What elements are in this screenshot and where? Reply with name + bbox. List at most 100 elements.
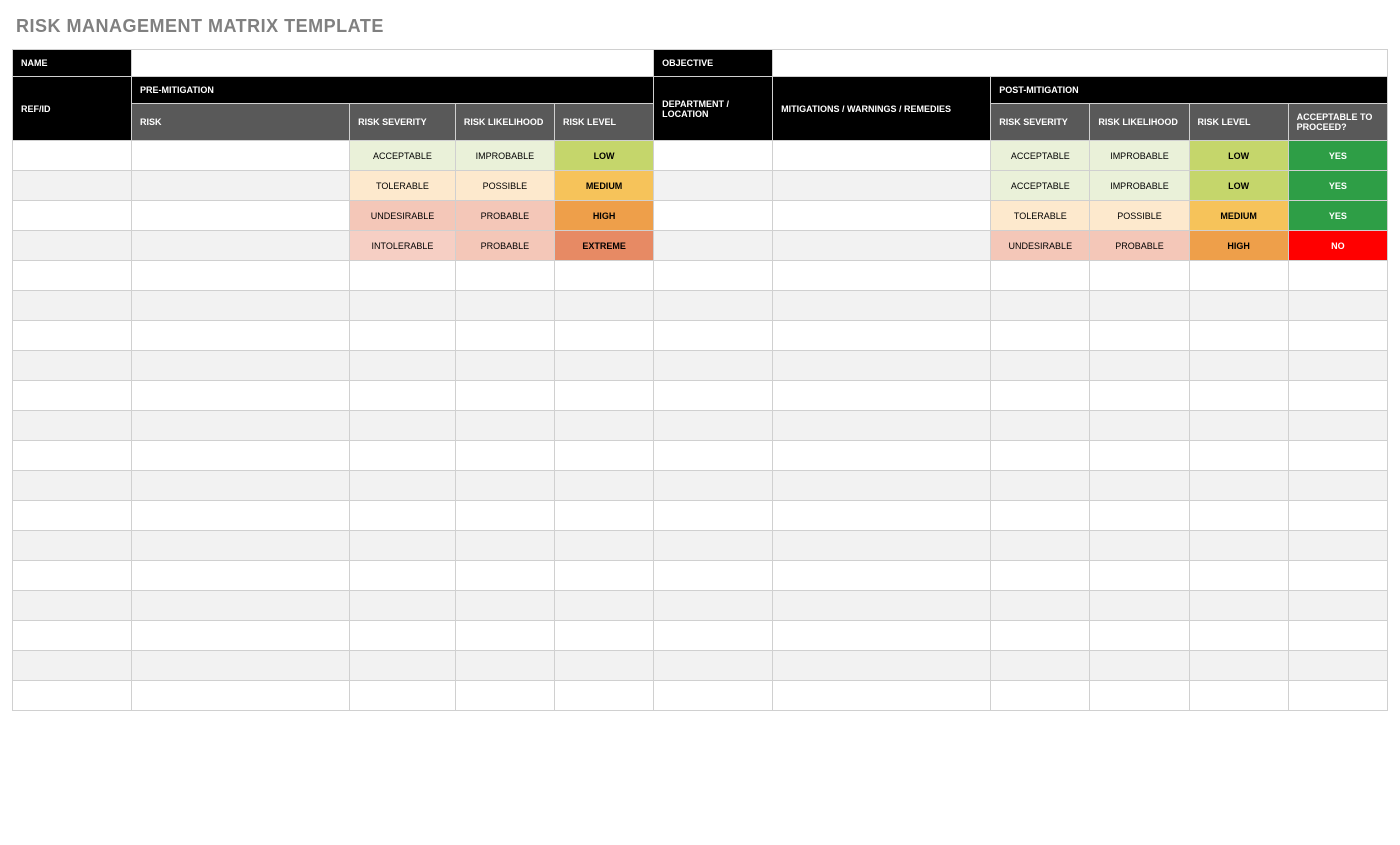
table-cell[interactable] (1189, 291, 1288, 321)
table-cell[interactable] (991, 621, 1090, 651)
table-cell[interactable] (991, 321, 1090, 351)
table-cell[interactable] (13, 231, 132, 261)
table-cell[interactable] (455, 261, 554, 291)
table-cell[interactable] (1288, 651, 1387, 681)
table-cell[interactable] (1189, 681, 1288, 711)
table-cell[interactable] (1288, 531, 1387, 561)
table-cell[interactable] (654, 531, 773, 561)
table-cell[interactable] (1288, 321, 1387, 351)
table-cell[interactable] (1288, 561, 1387, 591)
table-cell[interactable] (13, 651, 132, 681)
table-cell[interactable] (1189, 381, 1288, 411)
table-cell[interactable] (350, 651, 456, 681)
table-cell[interactable]: TOLERABLE (350, 171, 456, 201)
table-cell[interactable] (350, 291, 456, 321)
table-cell[interactable] (350, 381, 456, 411)
table-cell[interactable] (455, 351, 554, 381)
table-cell[interactable] (455, 681, 554, 711)
table-cell[interactable]: PROBABLE (455, 231, 554, 261)
table-cell[interactable] (131, 621, 349, 651)
table-cell[interactable] (555, 441, 654, 471)
table-cell[interactable] (1090, 381, 1189, 411)
table-cell[interactable] (555, 411, 654, 441)
table-cell[interactable] (654, 201, 773, 231)
table-cell[interactable] (773, 411, 991, 441)
table-cell[interactable] (455, 501, 554, 531)
table-cell[interactable] (1288, 501, 1387, 531)
name-value[interactable] (131, 50, 653, 77)
table-cell[interactable]: IMPROBABLE (1090, 171, 1189, 201)
table-cell[interactable] (13, 471, 132, 501)
table-cell[interactable] (13, 681, 132, 711)
table-cell[interactable] (773, 231, 991, 261)
table-cell[interactable] (773, 351, 991, 381)
table-cell[interactable] (991, 381, 1090, 411)
table-cell[interactable]: PROBABLE (455, 201, 554, 231)
table-cell[interactable] (131, 441, 349, 471)
table-cell[interactable] (991, 471, 1090, 501)
table-cell[interactable] (350, 441, 456, 471)
table-cell[interactable] (654, 231, 773, 261)
table-cell[interactable] (131, 501, 349, 531)
table-cell[interactable] (131, 531, 349, 561)
table-cell[interactable] (654, 681, 773, 711)
table-cell[interactable]: IMPROBABLE (1090, 141, 1189, 171)
table-cell[interactable] (1189, 591, 1288, 621)
table-cell[interactable] (773, 651, 991, 681)
table-cell[interactable] (654, 171, 773, 201)
table-cell[interactable] (555, 381, 654, 411)
table-cell[interactable] (654, 561, 773, 591)
table-cell[interactable] (991, 561, 1090, 591)
table-cell[interactable] (654, 471, 773, 501)
table-cell[interactable] (455, 441, 554, 471)
table-cell[interactable]: MEDIUM (1189, 201, 1288, 231)
table-cell[interactable] (350, 531, 456, 561)
table-cell[interactable]: YES (1288, 201, 1387, 231)
table-cell[interactable] (131, 321, 349, 351)
table-cell[interactable]: HIGH (1189, 231, 1288, 261)
table-cell[interactable] (773, 471, 991, 501)
table-cell[interactable] (455, 561, 554, 591)
table-cell[interactable] (350, 261, 456, 291)
table-cell[interactable] (555, 351, 654, 381)
table-cell[interactable] (13, 261, 132, 291)
table-cell[interactable] (1288, 351, 1387, 381)
table-cell[interactable]: ACCEPTABLE (991, 171, 1090, 201)
table-cell[interactable] (773, 501, 991, 531)
table-cell[interactable] (773, 171, 991, 201)
table-cell[interactable] (13, 381, 132, 411)
table-cell[interactable] (1090, 681, 1189, 711)
table-cell[interactable]: LOW (1189, 171, 1288, 201)
table-cell[interactable] (1189, 471, 1288, 501)
table-cell[interactable] (131, 291, 349, 321)
table-cell[interactable] (13, 411, 132, 441)
table-cell[interactable] (1288, 681, 1387, 711)
table-cell[interactable]: HIGH (555, 201, 654, 231)
table-cell[interactable] (991, 591, 1090, 621)
table-cell[interactable] (455, 531, 554, 561)
table-cell[interactable] (455, 621, 554, 651)
table-cell[interactable] (1090, 441, 1189, 471)
table-cell[interactable] (13, 201, 132, 231)
table-cell[interactable] (1090, 471, 1189, 501)
table-cell[interactable] (1288, 471, 1387, 501)
table-cell[interactable] (1090, 591, 1189, 621)
table-cell[interactable] (1288, 591, 1387, 621)
table-cell[interactable] (773, 291, 991, 321)
table-cell[interactable] (773, 141, 991, 171)
table-cell[interactable] (1189, 411, 1288, 441)
table-cell[interactable] (13, 621, 132, 651)
table-cell[interactable] (1090, 501, 1189, 531)
table-cell[interactable] (1189, 621, 1288, 651)
table-cell[interactable] (1189, 561, 1288, 591)
table-cell[interactable] (131, 381, 349, 411)
table-cell[interactable] (654, 651, 773, 681)
table-cell[interactable] (1090, 261, 1189, 291)
table-cell[interactable] (350, 411, 456, 441)
table-cell[interactable] (131, 261, 349, 291)
table-cell[interactable] (1090, 291, 1189, 321)
table-cell[interactable] (555, 621, 654, 651)
table-cell[interactable]: MEDIUM (555, 171, 654, 201)
table-cell[interactable] (350, 621, 456, 651)
table-cell[interactable] (1288, 621, 1387, 651)
